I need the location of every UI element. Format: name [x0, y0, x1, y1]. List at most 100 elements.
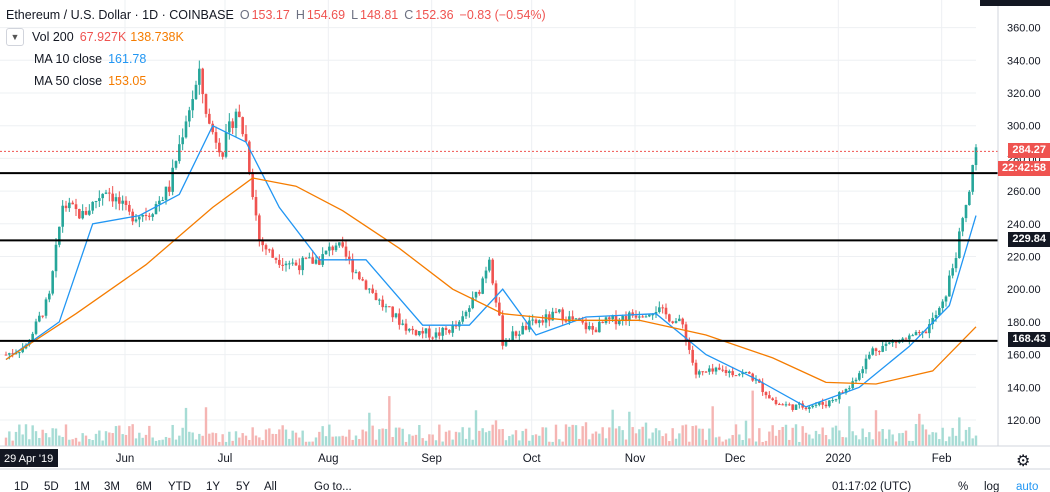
candle-body [708, 368, 711, 372]
candle-body [588, 325, 591, 330]
candle-body [571, 316, 574, 320]
candle-body [148, 215, 151, 217]
ma10-label: MA 10 close [34, 52, 103, 66]
volume-bar [684, 424, 688, 446]
volume-bar [711, 406, 714, 446]
volume-bar [894, 441, 898, 446]
volume-bar [661, 436, 664, 446]
volume-bar [541, 427, 544, 446]
candle-body [814, 404, 818, 406]
volume-bar [81, 433, 84, 446]
candle-body [851, 381, 854, 389]
volume-bar [818, 434, 821, 446]
volume-bar [714, 437, 718, 446]
chevron-down-icon[interactable]: ▼ [6, 28, 24, 46]
candle-body [108, 192, 111, 194]
volume-bar [231, 440, 234, 446]
volume-bar [828, 439, 831, 446]
candle-body [141, 215, 144, 217]
volume-bar [118, 425, 121, 446]
volume-bar [358, 438, 361, 446]
volume-bar [324, 436, 328, 446]
range-3m[interactable]: 3M [104, 481, 120, 492]
candle-body [728, 371, 731, 373]
candle-body [511, 331, 514, 341]
candle-body [491, 259, 494, 284]
auto-toggle[interactable]: auto [1016, 481, 1039, 492]
high-value: 154.69 [306, 8, 346, 22]
candle-body [128, 204, 131, 212]
volume-bar [798, 441, 801, 446]
volume-bar [31, 425, 34, 446]
range-5d[interactable]: 5D [44, 481, 59, 492]
gear-icon[interactable]: ⚙ [1016, 453, 1031, 470]
volume-bar [941, 427, 944, 446]
volume-bar [701, 428, 704, 446]
candle-body [161, 200, 164, 202]
candle-body [154, 204, 158, 215]
range-6m[interactable]: 6M [136, 481, 152, 492]
volume-bar [58, 435, 61, 446]
range-ytd[interactable]: YTD [168, 481, 191, 492]
log-toggle[interactable]: log [984, 481, 1000, 492]
candle-body [114, 197, 118, 202]
candle-body [251, 172, 254, 198]
percent-toggle[interactable]: % [958, 481, 969, 492]
range-5y[interactable]: 5Y [236, 481, 251, 492]
volume-bar [561, 441, 564, 446]
volume-bar [964, 429, 968, 446]
volume-bar [834, 425, 838, 446]
ma10-line [5, 124, 977, 408]
volume-bar [691, 426, 694, 446]
x-tick-label: Nov [625, 453, 646, 465]
candle-body [968, 191, 971, 206]
candle-body [54, 244, 58, 272]
volume-bar [741, 439, 744, 446]
volume-value: 67.927K [79, 30, 127, 44]
candle-body [651, 314, 654, 316]
candle-body [581, 320, 584, 323]
y-tick-label: 320.00 [1007, 88, 1041, 100]
volume-bar [601, 427, 604, 446]
volume-bar [281, 425, 284, 446]
candle-body [938, 308, 941, 316]
candle-body [584, 322, 588, 330]
volume-bar [268, 428, 271, 446]
range-1d[interactable]: 1D [14, 481, 29, 492]
volume-bar [164, 436, 168, 446]
candle-body [288, 263, 291, 265]
candle-body [548, 314, 551, 321]
candle-body [718, 367, 721, 370]
volume-bar [458, 432, 461, 446]
range-all[interactable]: All [264, 481, 277, 492]
candle-body [488, 259, 491, 271]
volume-bars [4, 390, 978, 446]
volume-bar [338, 436, 341, 446]
volume-bar [181, 427, 184, 446]
candle-body [38, 315, 41, 322]
goto-button[interactable]: Go to... [314, 481, 352, 492]
candle-body [691, 349, 694, 363]
candle-body [638, 316, 641, 318]
candle-body [504, 340, 508, 346]
x-tick-label: 29 Apr '19 [4, 453, 53, 465]
range-1m[interactable]: 1M [74, 481, 90, 492]
candle-body [341, 242, 344, 247]
candle-body [608, 317, 611, 320]
volume-bar [581, 426, 584, 446]
volume-bar [134, 438, 138, 446]
volume-bar [314, 437, 318, 446]
candle-body [954, 258, 958, 269]
candle-body [428, 328, 431, 338]
volume-bar [908, 440, 911, 446]
volume-bar [21, 434, 24, 446]
volume-bar [138, 432, 141, 446]
volume-bar [54, 428, 58, 446]
volume-bar [974, 435, 978, 446]
volume-bar [628, 411, 631, 446]
volume-bar [854, 435, 858, 446]
candle-body [74, 204, 78, 210]
range-1y[interactable]: 1Y [206, 481, 221, 492]
volume-bar [84, 435, 88, 446]
